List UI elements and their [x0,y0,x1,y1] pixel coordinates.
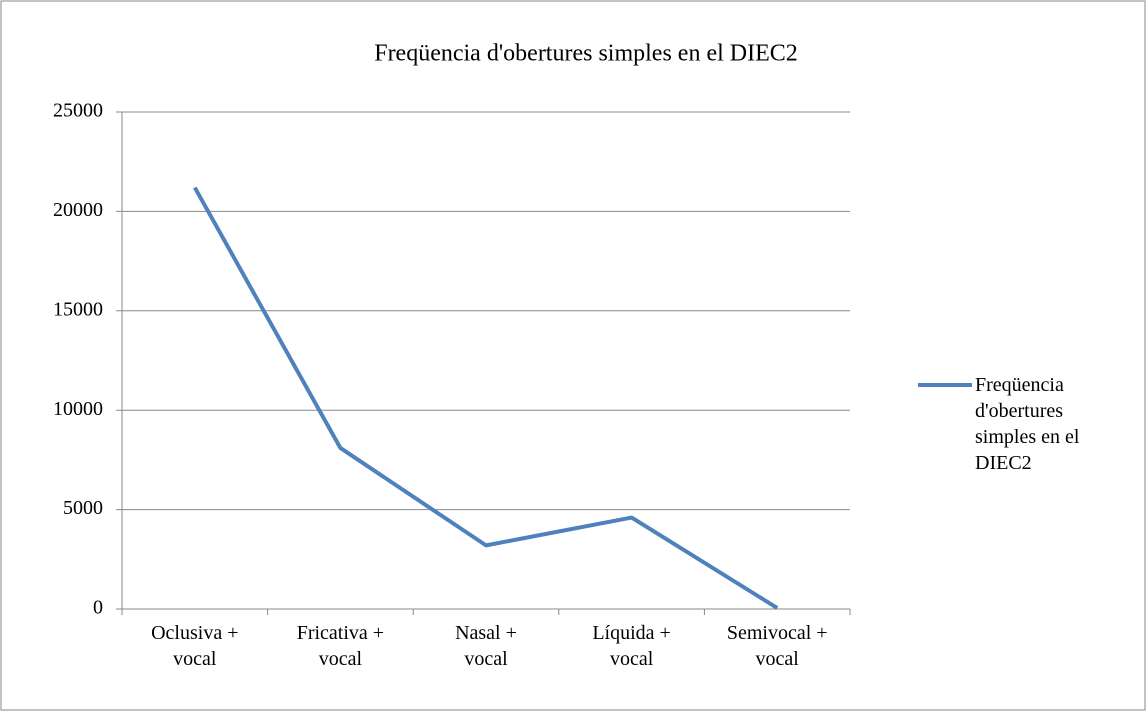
legend-label: Freqüencia d'obertures simples en el DIE… [975,374,1080,474]
y-tick-label: 5000 [63,497,103,519]
x-tick-label: Semivocal + vocal [726,622,828,670]
y-tick-label: 0 [93,597,103,619]
y-tick-label: 20000 [53,199,103,221]
y-tick-label: 25000 [53,100,103,122]
x-tick-label: Fricativa + vocal [296,622,385,670]
x-tick-label: Nasal + vocal [455,622,517,670]
x-tick-label: Oclusiva + vocal [151,622,239,670]
y-tick-label: 15000 [53,298,103,320]
series-line [193,186,779,610]
y-tick-label: 10000 [53,398,103,420]
x-tick-label: Líquida + vocal [592,622,671,670]
chart-title: Freqüencia d'obertures simples en el DIE… [374,41,798,67]
